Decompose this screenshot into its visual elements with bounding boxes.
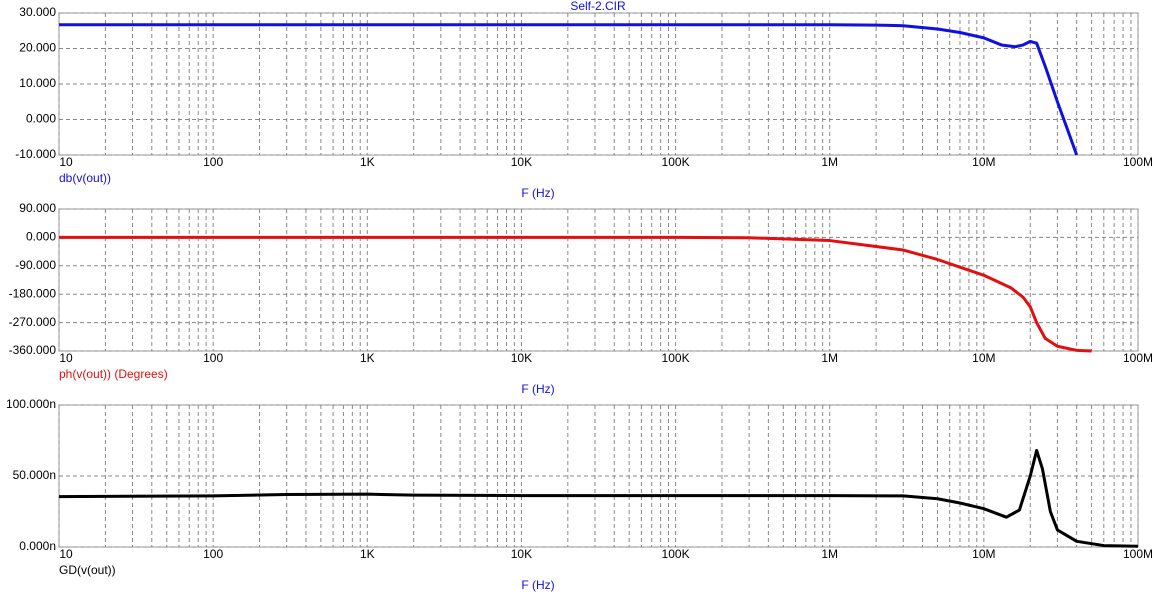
series-label: GD(v(out)) <box>59 563 116 577</box>
x-tick-label: 100K <box>662 155 690 169</box>
x-tick-label: 100M <box>1123 351 1153 365</box>
x-tick-label: 10M <box>972 547 995 561</box>
chart-title: Self-2.CIR <box>570 0 626 13</box>
line-series <box>59 23 1079 156</box>
x-tick-label: 10 <box>59 155 73 169</box>
x-tick-label: 10M <box>972 351 995 365</box>
x-tick-label: 10 <box>59 547 73 561</box>
plot-frame <box>58 208 1139 352</box>
x-tick-label: 1K <box>360 547 375 561</box>
y-tick-label: -360.000 <box>9 343 57 357</box>
x-tick-label: 10 <box>59 351 73 365</box>
x-tick-label: 100M <box>1123 547 1153 561</box>
y-tick-label: 20.000 <box>19 41 56 55</box>
x-axis-label: F (Hz) <box>521 382 554 396</box>
x-tick-label: 100 <box>203 351 223 365</box>
y-tick-label: -270.000 <box>9 315 57 329</box>
x-tick-label: 1K <box>360 351 375 365</box>
y-tick-label: 0.000 <box>26 112 56 126</box>
y-tick-label: 30.000 <box>19 5 56 19</box>
x-tick-label: 1M <box>821 351 838 365</box>
x-tick-label: 1K <box>360 155 375 169</box>
series-label: db(v(out)) <box>59 171 111 185</box>
line-series <box>58 448 1139 548</box>
x-tick-label: 100 <box>203 547 223 561</box>
y-tick-label: -10.000 <box>15 147 56 161</box>
y-tick-label: -90.000 <box>15 258 56 272</box>
line-series <box>59 235 1092 353</box>
x-tick-label: 100K <box>662 547 690 561</box>
x-tick-label: 100K <box>662 351 690 365</box>
y-tick-label: 100.000n <box>6 397 56 411</box>
x-tick-label: 1M <box>821 547 838 561</box>
y-tick-label: 50.000n <box>13 468 56 482</box>
x-tick-label: 10K <box>511 351 532 365</box>
x-axis-label: F (Hz) <box>521 186 554 200</box>
x-tick-label: 10K <box>511 547 532 561</box>
x-tick-label: 100M <box>1123 155 1153 169</box>
x-axis-label: F (Hz) <box>521 578 554 592</box>
x-tick-label: 10K <box>511 155 532 169</box>
y-tick-label: 90.000 <box>19 201 56 215</box>
y-tick-label: 10.000 <box>19 76 56 90</box>
y-tick-label: -180.000 <box>9 286 57 300</box>
x-tick-label: 1M <box>821 155 838 169</box>
y-tick-label: 0.000n <box>19 539 56 553</box>
x-tick-label: 10M <box>972 155 995 169</box>
y-tick-label: 0.000 <box>26 230 56 244</box>
x-tick-label: 100 <box>203 155 223 169</box>
series-label: ph(v(out)) (Degrees) <box>59 367 168 381</box>
